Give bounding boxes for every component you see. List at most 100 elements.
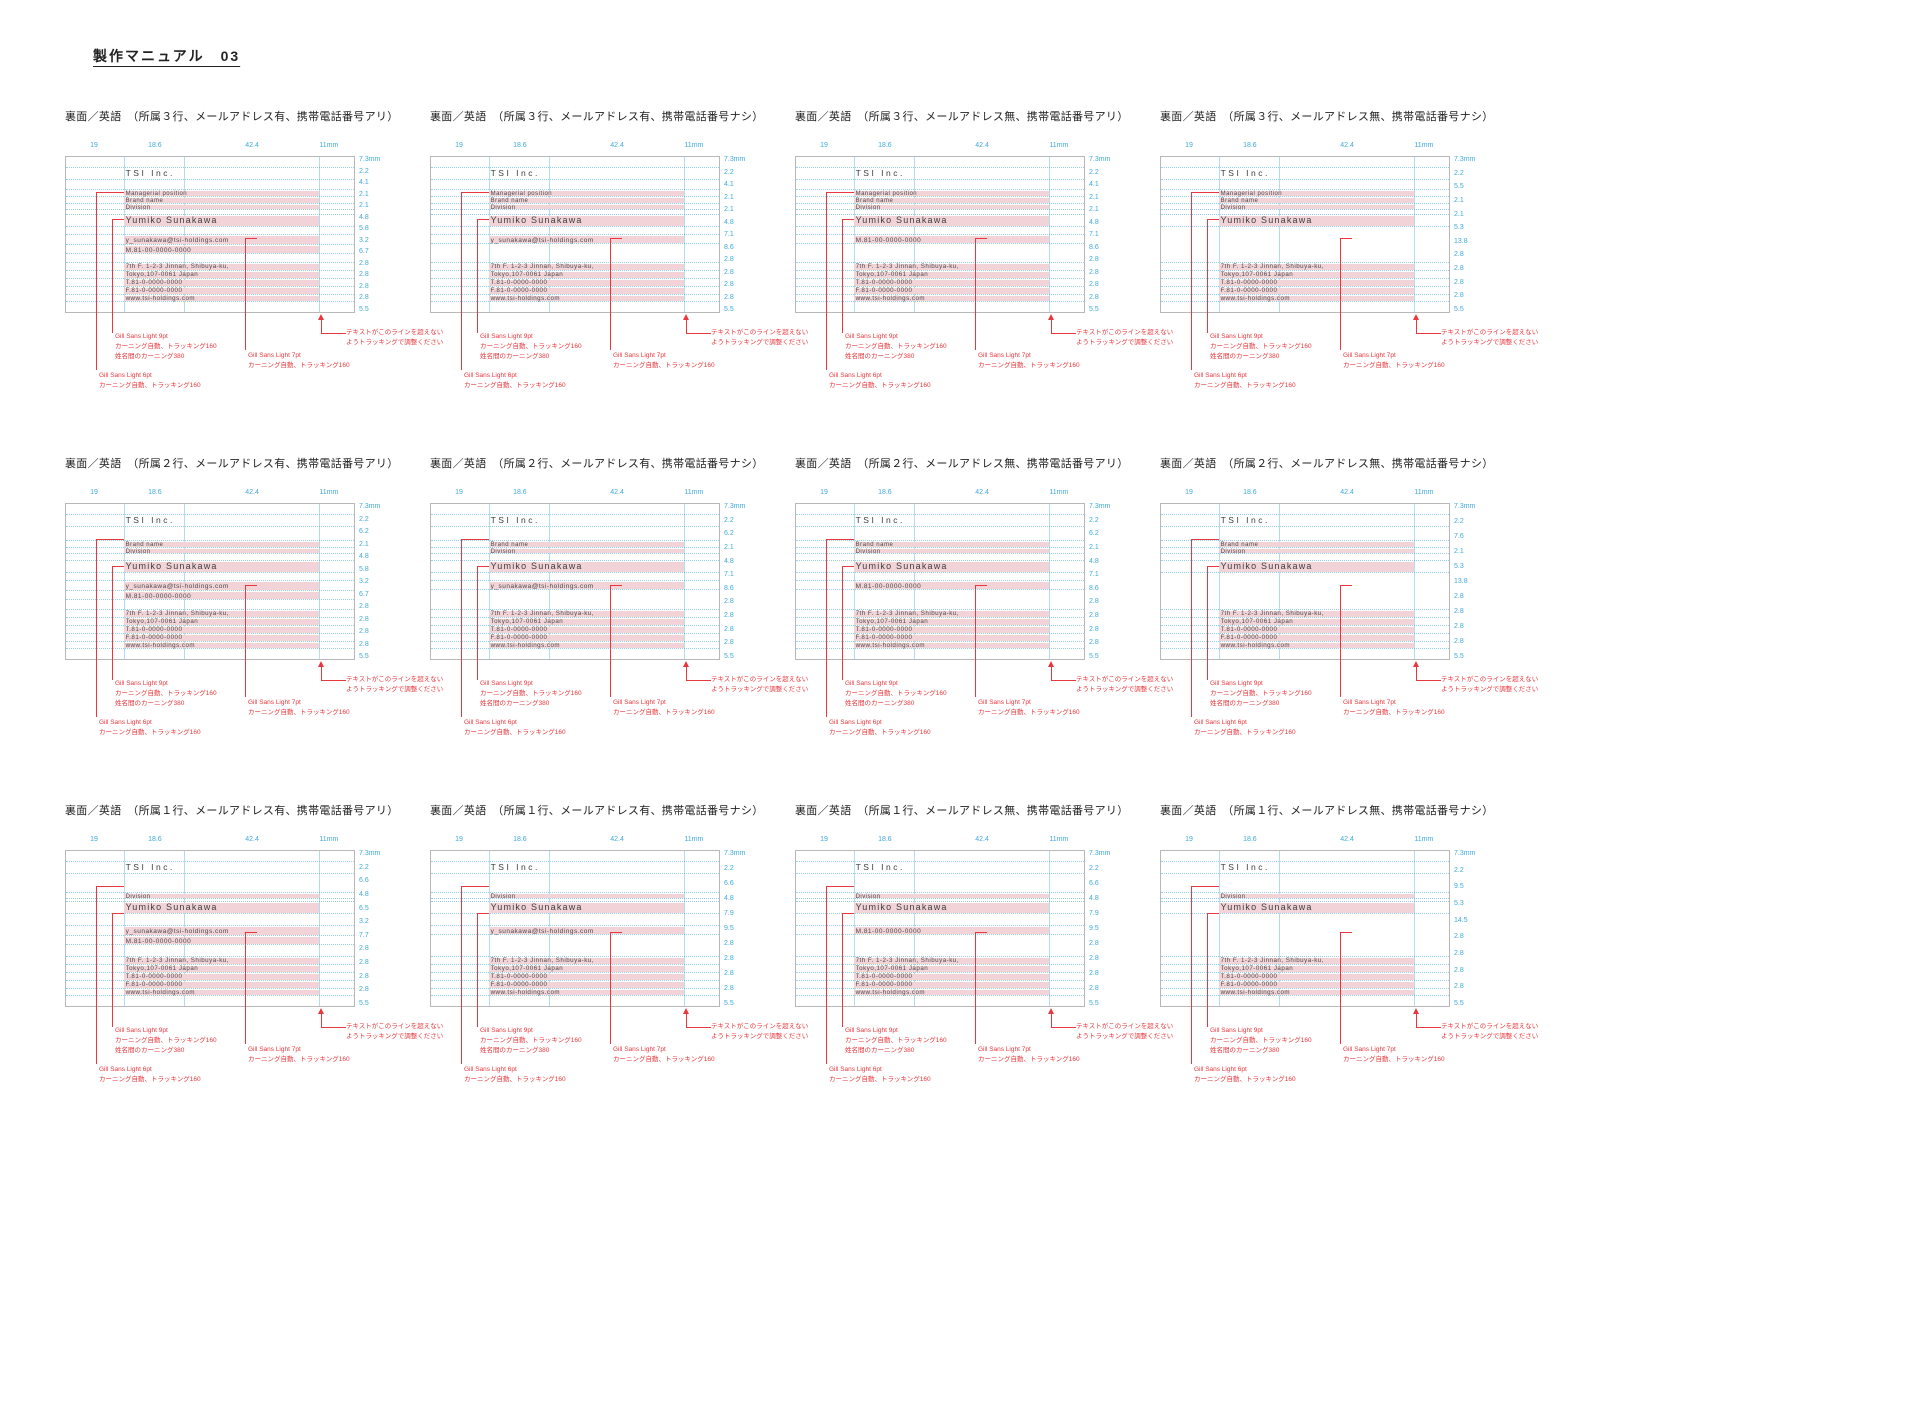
measurement-label: 6.2 <box>1089 530 1099 538</box>
leader-line-name <box>477 566 489 680</box>
measurement-label: 7.9 <box>1089 910 1099 917</box>
card-address-line: T.81-0-0000-0000 <box>796 972 1084 980</box>
highlight-band <box>123 264 320 270</box>
highlight-band <box>123 191 320 196</box>
card-contact: M.81-00-0000-0000 <box>796 925 1084 935</box>
note-connector-line <box>1051 320 1052 333</box>
annotation-line: カーニング自動、トラッキング160 <box>248 362 350 370</box>
annotation-contact-spec: Gill Sans Light 7pt カーニング自動、トラッキング160 <box>613 698 715 718</box>
dimension-label: 42.4 <box>610 489 624 496</box>
measurement-label: 5.5 <box>724 1000 734 1007</box>
measurement-label: 2.2 <box>1454 866 1464 874</box>
card-contact-line-text: y_sunakawa@tsi-holdings.com <box>490 927 594 935</box>
measurement-label: 2.8 <box>1089 970 1099 977</box>
card-address: 7th F. 1-2-3 Jinnan, Shibuya-ku, Tokyo,10… <box>1161 956 1449 996</box>
highlight-band <box>123 542 320 547</box>
measurement-label: 2.1 <box>359 540 369 548</box>
measurement-label: 2.8 <box>359 986 369 994</box>
highlight-band <box>488 296 685 301</box>
up-arrow-icon <box>1413 314 1419 320</box>
note-connector-line <box>321 1014 322 1027</box>
highlight-band <box>488 582 685 589</box>
measurement-label: 4.8 <box>724 218 734 226</box>
annotation-line: Gill Sans Light 9pt <box>115 1027 168 1034</box>
dimension-label: 18.6 <box>513 836 527 843</box>
card-position-line-text: Division <box>490 204 516 211</box>
card-positions: Division <box>431 892 719 900</box>
measurement-label: 5.5 <box>1089 1000 1099 1007</box>
card-spec: 裏面／英語 （所属２行、メールアドレス有、携帯電話番号ナシ） 19 18.6 42.… <box>430 455 808 802</box>
annotation-position-spec: Gill Sans Light 6pt カーニング自動、トラッキング160 <box>829 718 931 738</box>
annotation-name-spec: Gill Sans Light 9pt カーニング自動、トラッキング160 姓名間の… <box>1210 1026 1312 1056</box>
measurement-label: 2.1 <box>359 190 369 198</box>
leader-line-contact <box>1340 585 1352 697</box>
card-company-line: TSI Inc. <box>1161 514 1449 527</box>
cards-grid: 裏面／英語 （所属３行、メールアドレス有、携帯電話番号アリ） 19 18.6 42.… <box>65 108 1920 1149</box>
card-diagram: 19 18.6 42.4 11mm TSI Inc. Managerial posit… <box>430 142 808 442</box>
measurement-label: 2.8 <box>359 294 369 302</box>
dimension-label: 42.4 <box>1340 489 1354 496</box>
card-address-line: T.81-0-0000-0000 <box>1161 972 1449 980</box>
measurement-label: 2.8 <box>724 625 734 633</box>
annotation-tracking-note: テキストがこのラインを超えないようトラッキングで調整ください <box>711 676 809 693</box>
highlight-band <box>488 280 685 286</box>
measurement-label: 2.8 <box>724 955 734 962</box>
measurement-label: 5.5 <box>1454 183 1464 191</box>
spec-title: 裏面／英語 （所属３行、メールアドレス有、携帯電話番号アリ） <box>65 111 399 123</box>
leader-line-name <box>477 913 489 1027</box>
card-address-line-text: Tokyo,107-0061 Japan <box>1220 964 1294 972</box>
highlight-band <box>488 191 685 196</box>
dimension-label: 42.4 <box>1340 836 1354 843</box>
card-address-line-text: 7th F. 1-2-3 Jinnan, Shibuya-ku, <box>1220 609 1324 617</box>
annotation-line: Gill Sans Light 6pt <box>1194 1066 1247 1073</box>
card-position-line: Brand name <box>431 540 719 548</box>
dimension-label: 19 <box>455 142 463 149</box>
card-name-line: Yumiko Sunakawa <box>66 214 354 227</box>
annotation-name-spec: Gill Sans Light 9pt カーニング自動、トラッキング160 姓名間の… <box>115 1026 217 1056</box>
measurement-label: 2.8 <box>1454 983 1464 991</box>
highlight-band <box>488 236 685 243</box>
card-spec: 裏面／英語 （所属３行、メールアドレス有、携帯電話番号ナシ） 19 18.6 42.… <box>430 108 808 455</box>
annotation-position-spec: Gill Sans Light 6pt カーニング自動、トラッキング160 <box>99 718 201 738</box>
dim-labels: 19 18.6 42.4 11mm <box>795 489 1085 503</box>
vertical-guide-line <box>1414 851 1416 1006</box>
measurement-label: 2.8 <box>1454 265 1464 272</box>
measurement-label: 2.8 <box>1089 625 1099 633</box>
highlight-band <box>1218 958 1415 964</box>
card-address-line: Tokyo,107-0061 Japan <box>66 964 354 972</box>
measurement-label: 5.5 <box>1454 305 1464 313</box>
annotation-position-spec: Gill Sans Light 6pt カーニング自動、トラッキング160 <box>464 371 566 391</box>
measurement-label: 4.8 <box>359 553 369 560</box>
annotation-name-spec: Gill Sans Light 9pt カーニング自動、トラッキング160 姓名間の… <box>845 679 947 709</box>
note-connector-line <box>1416 680 1441 681</box>
annotation-line: 姓名間のカーニング380 <box>480 1047 550 1055</box>
card-address-line: Tokyo,107-0061 Japan <box>431 270 719 278</box>
card-address-line-text: T.81-0-0000-0000 <box>855 972 913 980</box>
card-address-line: 7th F. 1-2-3 Jinnan, Shibuya-ku, <box>66 609 354 617</box>
annotation-line: カーニング自動、トラッキング160 <box>829 729 931 737</box>
annotation-line: 姓名間のカーニング380 <box>845 700 915 708</box>
dimension-label: 42.4 <box>245 836 259 843</box>
highlight-band <box>1218 619 1415 625</box>
card-address-line-text: T.81-0-0000-0000 <box>125 278 183 286</box>
card-position-line: Division <box>66 203 354 211</box>
note-connector-line <box>1051 1014 1052 1027</box>
vertical-guide-line <box>853 504 855 659</box>
highlight-band <box>1218 990 1415 995</box>
card-contact-line-text: y_sunakawa@tsi-holdings.com <box>490 236 594 244</box>
annotation-tracking-note: テキストがこのラインを超えないようトラッキングで調整ください <box>711 1023 809 1040</box>
annotation-tracking-note: テキストがこのラインを超えないようトラッキングで調整ください <box>1076 329 1174 346</box>
card-company: TSI Inc. <box>490 168 540 178</box>
annotation-line: カーニング自動、トラッキング160 <box>480 343 582 351</box>
dim-labels: 19 18.6 42.4 11mm <box>65 489 355 503</box>
card-address-line: www.tsi-holdings.com <box>1161 294 1449 302</box>
annotation-position-spec: Gill Sans Light 6pt カーニング自動、トラッキング160 <box>1194 718 1296 738</box>
highlight-band <box>488 627 685 633</box>
card-position-line: Managerial position <box>431 189 719 197</box>
card-address-line: F.81-0-0000-0000 <box>66 633 354 641</box>
vertical-guide-line <box>684 504 686 659</box>
card-address-line-text: F.81-0-0000-0000 <box>490 980 548 988</box>
card-address-line-text: F.81-0-0000-0000 <box>1220 286 1278 294</box>
card-contact: y_sunakawa@tsi-holdings.com <box>431 580 719 590</box>
highlight-band <box>853 611 1050 617</box>
